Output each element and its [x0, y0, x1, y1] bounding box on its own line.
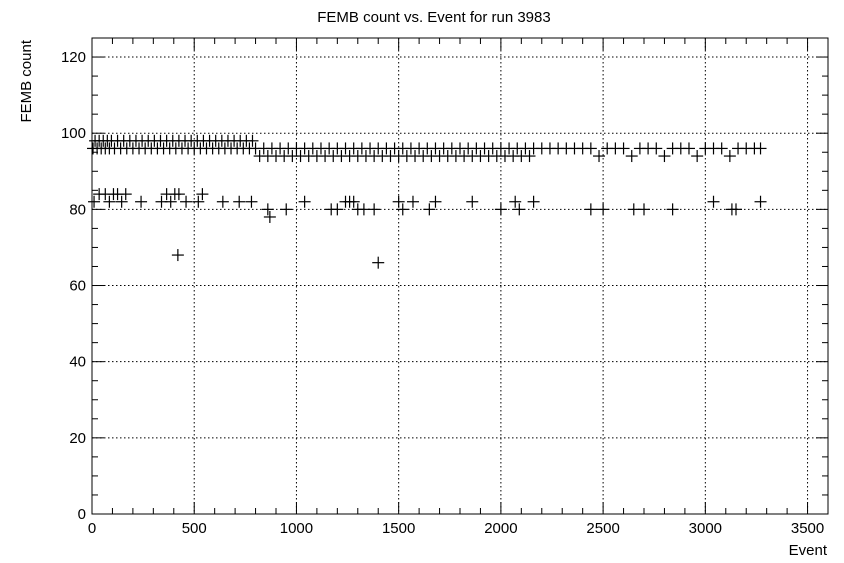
data-point	[754, 142, 767, 155]
y-axis-title: FEMB count	[18, 39, 35, 122]
data-point	[280, 203, 293, 216]
data-point	[754, 195, 767, 208]
data-point	[298, 195, 311, 208]
data-point	[527, 195, 540, 208]
data-point	[368, 203, 381, 216]
data-point	[494, 203, 507, 216]
data-point	[172, 188, 185, 201]
data-point	[715, 142, 728, 155]
data-point	[372, 256, 385, 269]
data-point	[192, 195, 205, 208]
y-tick-labels: 0 20 40 60 80 100 120	[61, 49, 86, 523]
data-point	[730, 203, 742, 216]
data-point	[261, 203, 274, 216]
data-point	[119, 188, 132, 201]
data-point	[103, 195, 116, 208]
data-point	[707, 195, 720, 208]
data-point	[246, 134, 259, 147]
data-point	[331, 203, 344, 216]
x-axis-title: Event	[789, 542, 828, 559]
data-point	[650, 142, 663, 155]
y-tick-label: 60	[69, 278, 86, 295]
x-tick-label: 3000	[689, 520, 722, 537]
data-point	[593, 150, 606, 163]
y-tick-label: 120	[61, 49, 86, 66]
data-point	[115, 195, 128, 208]
data-point	[429, 195, 442, 208]
x-tick-label: 1000	[280, 520, 313, 537]
data-point	[523, 150, 536, 163]
data-point	[658, 150, 671, 163]
data-point	[263, 210, 276, 223]
data-point	[245, 195, 258, 208]
data-point	[88, 195, 101, 208]
data-point	[357, 203, 370, 216]
grid-lines	[92, 38, 828, 514]
data-point	[233, 195, 246, 208]
data-point	[164, 195, 177, 208]
x-tick-label: 500	[182, 520, 207, 537]
data-point	[423, 203, 436, 216]
x-tick-labels: 0 500 1000 1500 2000 2500 3000 3500	[88, 520, 824, 537]
data-point	[625, 150, 638, 163]
data-point	[396, 203, 409, 216]
data-point	[347, 195, 360, 208]
data-point	[617, 142, 630, 155]
data-point	[584, 203, 597, 216]
data-point	[513, 203, 526, 216]
data-point	[627, 203, 640, 216]
data-point	[723, 150, 736, 163]
data-point	[682, 142, 695, 155]
x-tick-label: 2500	[586, 520, 619, 537]
y-tick-label: 0	[78, 506, 86, 523]
y-tick-label: 40	[69, 354, 86, 371]
data-point	[466, 195, 479, 208]
x-tick-label: 3500	[791, 520, 824, 537]
x-tick-label: 2000	[484, 520, 517, 537]
data-point	[406, 195, 419, 208]
x-tick-label: 1500	[382, 520, 415, 537]
x-tick-label: 0	[88, 520, 96, 537]
data-point	[509, 195, 522, 208]
data-point	[597, 203, 610, 216]
data-point	[135, 195, 148, 208]
data-point	[666, 203, 679, 216]
data-point	[392, 195, 405, 208]
y-tick-label: 20	[69, 430, 86, 447]
data-point	[216, 195, 229, 208]
data-point	[180, 195, 193, 208]
axis-ticks	[91, 37, 829, 515]
data-points	[87, 134, 767, 269]
data-point	[196, 188, 209, 201]
y-tick-label: 80	[69, 201, 86, 218]
data-point	[171, 249, 184, 262]
y-tick-label: 100	[61, 125, 86, 142]
data-point	[691, 150, 704, 163]
data-point	[584, 142, 597, 155]
data-point	[638, 203, 650, 216]
chart-title: FEMB count vs. Event for run 3983	[317, 9, 550, 26]
